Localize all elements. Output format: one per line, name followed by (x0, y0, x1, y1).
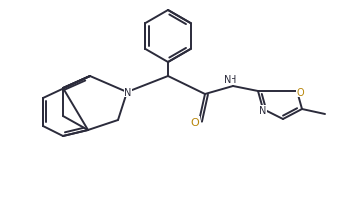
Text: O: O (191, 117, 199, 127)
Text: O: O (296, 88, 304, 97)
Text: N: N (224, 75, 232, 85)
Text: N: N (259, 105, 267, 115)
Text: H: H (229, 75, 237, 85)
Text: N: N (124, 88, 132, 97)
